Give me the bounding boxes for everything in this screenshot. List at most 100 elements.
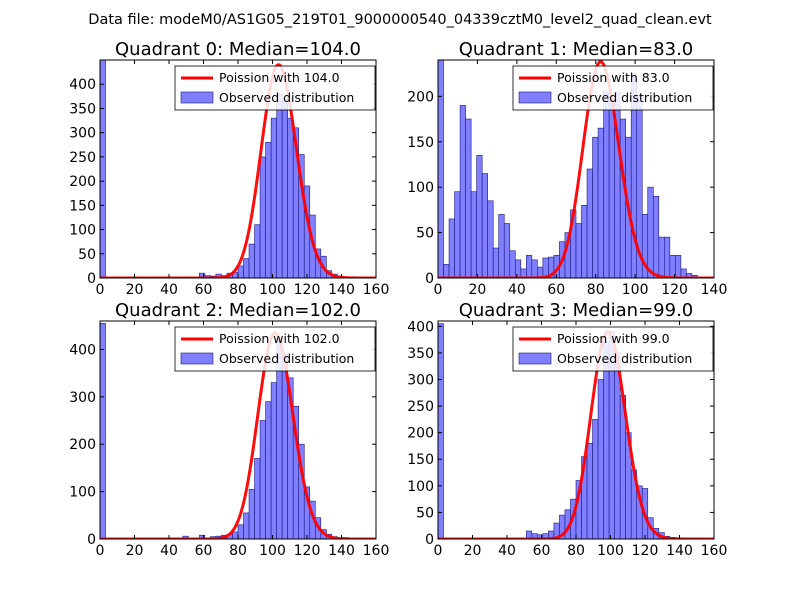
x-tick-label: 20 [126,543,144,559]
histogram-bar [270,382,277,539]
histogram-bar [100,60,106,278]
histogram-bar [509,250,516,278]
histogram-bar [603,91,610,278]
poisson-fit-line [100,63,376,278]
subplot-title: Quadrant 0: Median=104.0 [115,39,361,60]
x-tick-label: 100 [622,282,649,298]
y-tick-label: 150 [407,452,434,468]
histogram-bar [597,127,604,278]
y-tick-label: 250 [69,150,96,166]
histogram-bar [281,98,288,278]
y-tick-label: 50 [416,505,434,521]
legend-bar-swatch [518,352,552,365]
y-tick-label: 0 [425,271,434,287]
histogram-bar [652,195,660,278]
subplot-title: Quadrant 3: Median=99.0 [459,300,694,321]
legend: Poission with 104.0 Observed distribution [174,65,376,111]
x-tick-label: 120 [294,543,321,559]
x-tick-label: 140 [666,543,693,559]
y-tick-label: 0 [425,532,434,548]
histogram-bar [276,93,283,278]
histogram-bar [619,118,626,278]
x-tick-label: 160 [363,282,390,298]
histogram-bar [575,223,582,278]
histogram-bar [265,142,272,278]
figure-suptitle: Data file: modeM0/AS1G05_219T01_90000005… [88,12,712,28]
histogram-bar [675,254,682,278]
histogram-bar [608,100,615,278]
y-tick-label: 200 [69,437,96,453]
histogram-bar [592,419,599,539]
x-tick-label: 20 [464,543,482,559]
histogram-bar [658,236,665,278]
histogram-bar [586,442,593,539]
y-tick-label: 300 [69,126,96,142]
y-tick-label: 300 [407,372,434,388]
histogram-bar [259,420,266,539]
y-tick-label: 100 [407,479,434,495]
histogram-bar [503,223,511,278]
histogram-bar [664,236,671,278]
histogram-bar [243,258,250,278]
x-tick-label: 0 [434,282,443,298]
histogram-bar [232,531,239,539]
histogram-bar [592,136,599,278]
x-tick-label: 20 [469,282,487,298]
poisson-fit-line [438,330,714,539]
histogram-bar [265,401,272,539]
x-tick-label: 160 [363,543,390,559]
poisson-fit-line [100,331,376,539]
legend-label-poisson: Poission with 104.0 [219,70,340,85]
histogram-bar [487,200,494,278]
x-tick-label: 60 [533,543,551,559]
histogram-bar [586,168,593,278]
y-tick-label: 400 [69,77,96,93]
legend-label-poisson: Poission with 99.0 [557,331,670,346]
legend-label-observed: Observed distribution [219,90,354,105]
x-tick-label: 160 [701,543,728,559]
x-tick-label: 140 [701,282,728,298]
histogram-bar [459,105,466,278]
x-tick-label: 60 [547,282,565,298]
x-tick-label: 0 [96,282,105,298]
histogram-bar [448,218,455,278]
histogram-bar [438,60,444,278]
x-tick-label: 120 [294,282,321,298]
histogram-bar [248,243,255,278]
legend-label-observed: Observed distribution [557,90,692,105]
histogram-bar [581,205,588,278]
histogram-bar [498,214,505,278]
subplot-3: 0 20 40 60 80 100 120 140 160 0 50 100 150 200 250 300 3… [407,300,727,559]
y-tick-label: 300 [69,390,96,406]
y-tick-label: 350 [407,346,434,362]
x-tick-label: 40 [160,543,178,559]
histogram-bar [243,512,250,539]
y-tick-label: 150 [407,135,434,151]
histogram-bar [237,265,244,278]
histogram-bar [287,117,294,278]
histogram-bar [481,173,488,278]
subplot-title: Quadrant 2: Median=102.0 [115,300,361,321]
legend-bar-swatch [180,352,214,365]
histogram-bar [531,259,538,278]
histogram-bar [248,488,255,539]
x-tick-label: 80 [229,282,247,298]
x-tick-label: 60 [195,543,213,559]
y-tick-label: 400 [407,319,434,335]
y-tick-label: 200 [69,174,96,190]
legend: Poission with 102.0 Observed distribution [174,326,376,372]
legend: Poission with 99.0 Observed distribution [512,326,714,372]
x-tick-label: 40 [508,282,526,298]
y-tick-label: 100 [69,485,96,501]
x-tick-label: 80 [587,282,605,298]
x-tick-label: 60 [195,282,213,298]
histogram-bar [603,341,610,539]
x-tick-label: 100 [259,543,286,559]
x-tick-label: 100 [597,543,624,559]
legend-bar-swatch [518,91,552,104]
y-tick-label: 400 [69,342,96,358]
histogram-bar [443,264,450,278]
x-tick-label: 140 [328,543,355,559]
legend-label-observed: Observed distribution [219,351,354,366]
